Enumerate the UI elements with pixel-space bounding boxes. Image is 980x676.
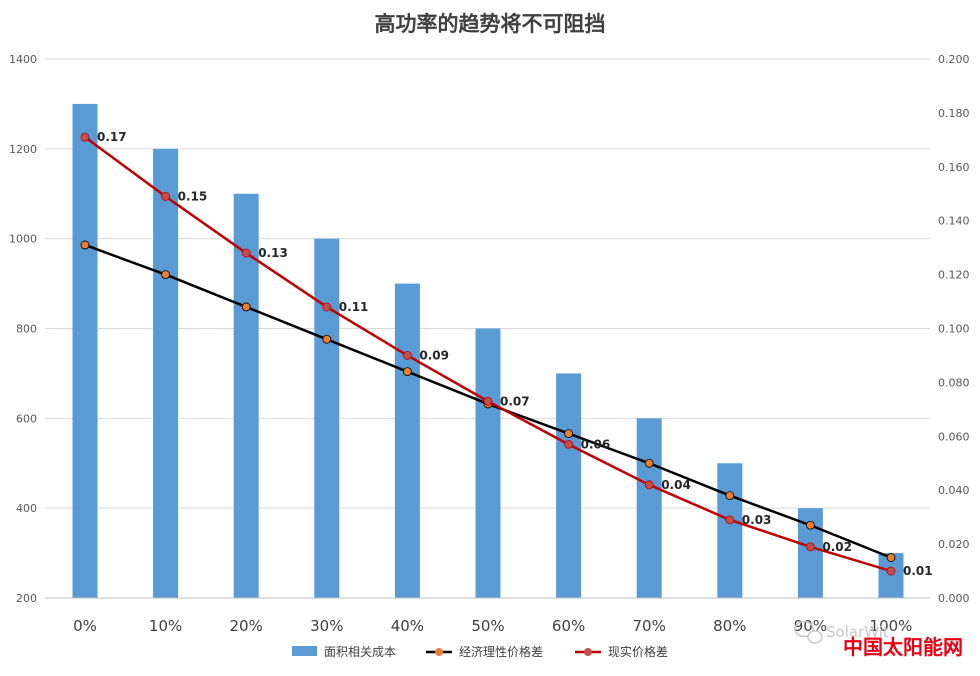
data-point <box>241 248 251 258</box>
bar <box>153 148 179 599</box>
x-tick-label: 100% <box>870 617 913 635</box>
data-point <box>80 240 90 250</box>
data-label: 0.17 <box>97 130 127 144</box>
data-point <box>322 334 332 344</box>
data-label: 0.03 <box>742 513 772 527</box>
data-label: 0.11 <box>339 300 369 314</box>
data-point <box>402 367 412 377</box>
wechat-icon <box>794 620 823 644</box>
x-tick-label: 10% <box>149 617 182 635</box>
y-right-tick-label: 0.140 <box>938 215 970 228</box>
brand-logo-text: 中国太阳能网 <box>843 635 963 659</box>
data-point <box>725 491 735 500</box>
bar <box>314 238 340 598</box>
data-label: 0.07 <box>500 394 530 408</box>
data-label: 0.01 <box>903 564 933 578</box>
y-right-tick-label: 0.200 <box>938 53 970 66</box>
data-point <box>806 520 815 530</box>
data-point <box>725 515 735 525</box>
data-point <box>80 132 90 142</box>
y-right-tick-label: 0.080 <box>938 376 970 389</box>
data-point <box>564 429 573 439</box>
data-label: 0.06 <box>581 437 611 451</box>
data-point <box>483 396 493 406</box>
y-left-tick-label: 400 <box>16 502 37 515</box>
legend-swatch-bar <box>292 646 317 656</box>
bar <box>556 373 582 598</box>
data-point <box>402 351 412 360</box>
data-point <box>161 192 171 201</box>
bar <box>717 463 743 598</box>
y-left-tick-label: 600 <box>16 412 37 425</box>
bar-series <box>72 103 904 599</box>
y-right-tick-label: 0.160 <box>938 161 970 174</box>
y-left-tick-label: 1000 <box>9 233 37 246</box>
x-tick-label: 50% <box>471 617 504 635</box>
y-left-tick-label: 1400 <box>9 53 37 66</box>
x-axis: 0% 10% 20% 30% 40% 50% 60% 70% 80% 90% 100% <box>45 597 930 635</box>
watermark-text: SolarWit <box>826 623 889 641</box>
x-tick-label: 70% <box>633 617 666 635</box>
y-left-tick-label: 800 <box>16 323 37 336</box>
y-left-tick-label: 1200 <box>9 143 37 156</box>
data-point <box>886 566 896 576</box>
bar <box>72 103 98 599</box>
legend-label: 经济理性价格差 <box>459 644 543 659</box>
y-axis-right: 0.000 0.020 0.040 0.060 0.080 0.100 0.120 0.140… <box>938 53 970 605</box>
data-point <box>322 302 332 312</box>
y-right-tick-label: 0.060 <box>938 430 970 443</box>
y-right-tick-label: 0.040 <box>938 484 970 497</box>
data-label: 0.02 <box>822 540 852 554</box>
data-point <box>644 458 654 468</box>
x-tick-label: 30% <box>310 617 343 635</box>
data-labels: 0.17 0.15 0.13 0.11 0.09 0.07 0.06 0.04 0.03 0.02… <box>97 130 933 578</box>
legend-label: 现实价格差 <box>608 644 668 659</box>
y-axis-left: 200 400 600 800 1000 1200 1400 <box>9 53 37 605</box>
legend-marker <box>435 648 443 656</box>
line-series <box>80 132 896 576</box>
watermark: SolarWit 中国太阳能网 <box>794 620 963 659</box>
bar <box>636 418 662 598</box>
x-tick-label: 60% <box>552 617 585 635</box>
x-tick-label: 0% <box>73 617 97 635</box>
data-label: 0.13 <box>258 246 288 260</box>
data-point <box>161 270 171 280</box>
bar <box>475 328 501 598</box>
y-right-tick-label: 0.120 <box>938 269 970 282</box>
data-point <box>886 553 896 562</box>
legend: 面积相关成本 经济理性价格差 现实价格差 <box>292 644 668 659</box>
data-point <box>806 542 815 552</box>
y-right-tick-label: 0.000 <box>938 592 970 605</box>
x-tick-label: 80% <box>713 617 746 635</box>
x-tick-label: 20% <box>230 617 263 635</box>
y-right-tick-label: 0.100 <box>938 323 970 336</box>
y-right-tick-label: 0.180 <box>938 107 970 120</box>
bar <box>394 283 420 598</box>
y-right-tick-label: 0.020 <box>938 538 970 551</box>
legend-marker <box>584 648 592 656</box>
chart-title: 高功率的趋势将不可阻挡 <box>375 11 606 36</box>
legend-label: 面积相关成本 <box>324 645 396 659</box>
data-label: 0.09 <box>419 348 449 362</box>
data-point <box>241 302 251 312</box>
data-label: 0.04 <box>661 478 691 492</box>
y-left-tick-label: 200 <box>16 592 37 605</box>
data-point <box>644 480 654 490</box>
data-point <box>564 439 573 449</box>
data-label: 0.15 <box>178 189 208 203</box>
bar <box>233 193 259 598</box>
x-tick-label: 40% <box>391 617 424 635</box>
